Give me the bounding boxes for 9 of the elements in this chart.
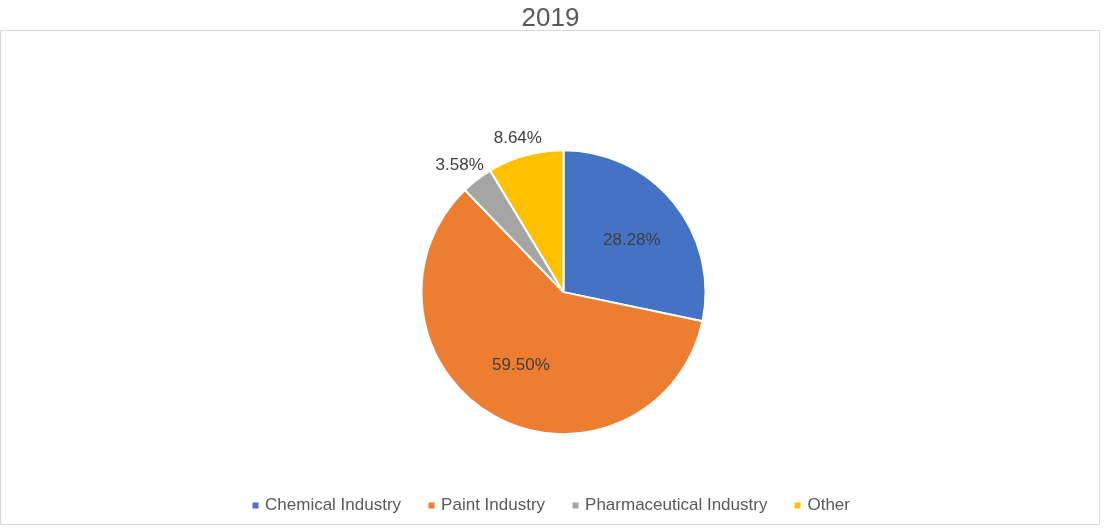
legend-label: Pharmaceutical Industry bbox=[585, 495, 768, 515]
legend-label: Chemical Industry bbox=[265, 495, 402, 515]
chart-title: 2019 bbox=[521, 1, 580, 32]
data-label: 3.58% bbox=[435, 155, 484, 175]
legend-label: Paint Industry bbox=[441, 495, 546, 515]
data-label: 59.50% bbox=[492, 355, 550, 375]
legend-label: Other bbox=[807, 495, 850, 515]
data-label: 28.28% bbox=[603, 230, 661, 250]
data-label: 8.64% bbox=[493, 127, 542, 147]
